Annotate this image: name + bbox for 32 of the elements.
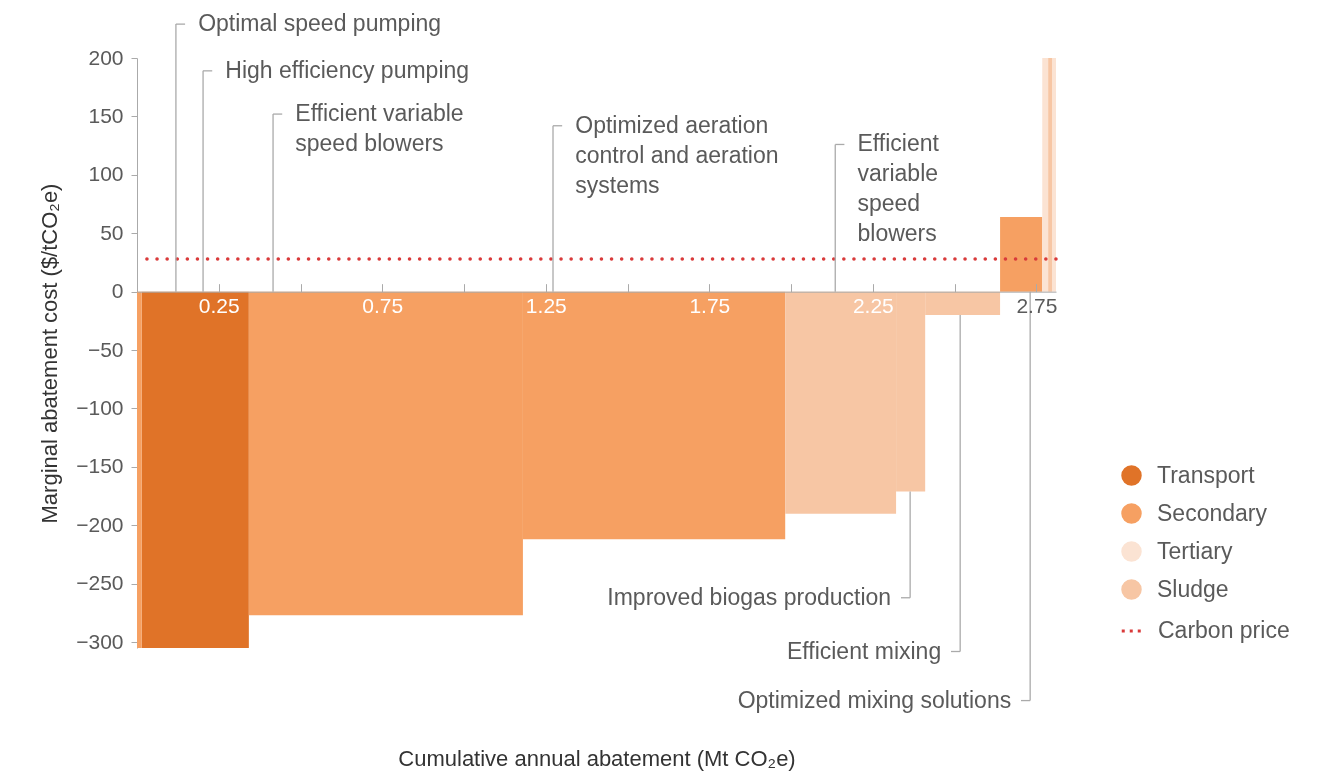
annotation: Optimal speed pumping	[198, 10, 442, 37]
y-axis-title: Marginal abatement cost ($/tCO₂e)	[37, 183, 63, 524]
x-tick-label: 0.75	[362, 294, 404, 318]
y-tick-label: −300	[76, 629, 124, 653]
y-tick-label: 100	[88, 162, 124, 186]
annotation: Efficient variable speed blowers	[295, 100, 464, 157]
x-tick-label: 1.25	[525, 294, 567, 318]
y-tick-label: −50	[87, 337, 124, 361]
annotation: Optimized aeration control and aeration systems	[575, 111, 779, 198]
y-tick-label: 50	[100, 220, 124, 244]
legend-label: Secondary	[1157, 499, 1268, 526]
y-tick-label: −100	[76, 396, 124, 419]
x-tick-label: 2.25	[852, 294, 894, 318]
x-tick-label: 0.25	[198, 294, 240, 318]
legend-label: Sludge	[1157, 575, 1229, 602]
legend-label: Tertiary	[1157, 537, 1233, 564]
annotation: Efficient mixing	[786, 637, 942, 664]
x-axis-title: Cumulative annual abatement (Mt CO₂e)	[398, 745, 796, 771]
y-tick-label: 200	[88, 45, 124, 69]
annotation: Efficient variable speed blowers	[857, 130, 940, 247]
annotation: Improved biogas production	[607, 583, 892, 610]
y-tick-label: −200	[76, 512, 124, 536]
annotation: High efficiency pumping	[225, 56, 470, 83]
y-tick-label: 0	[111, 279, 124, 303]
y-tick-label: 150	[88, 103, 124, 127]
legend-label: Carbon price	[1158, 617, 1290, 643]
x-tick-label: 1.75	[689, 294, 731, 318]
x-tick-label: 2.75	[1016, 294, 1058, 318]
annotation: Optimized mixing solutions	[737, 686, 1012, 713]
legend-label: Transport	[1157, 461, 1256, 488]
y-tick-label: −250	[76, 571, 124, 595]
y-tick-label: −150	[76, 454, 124, 478]
